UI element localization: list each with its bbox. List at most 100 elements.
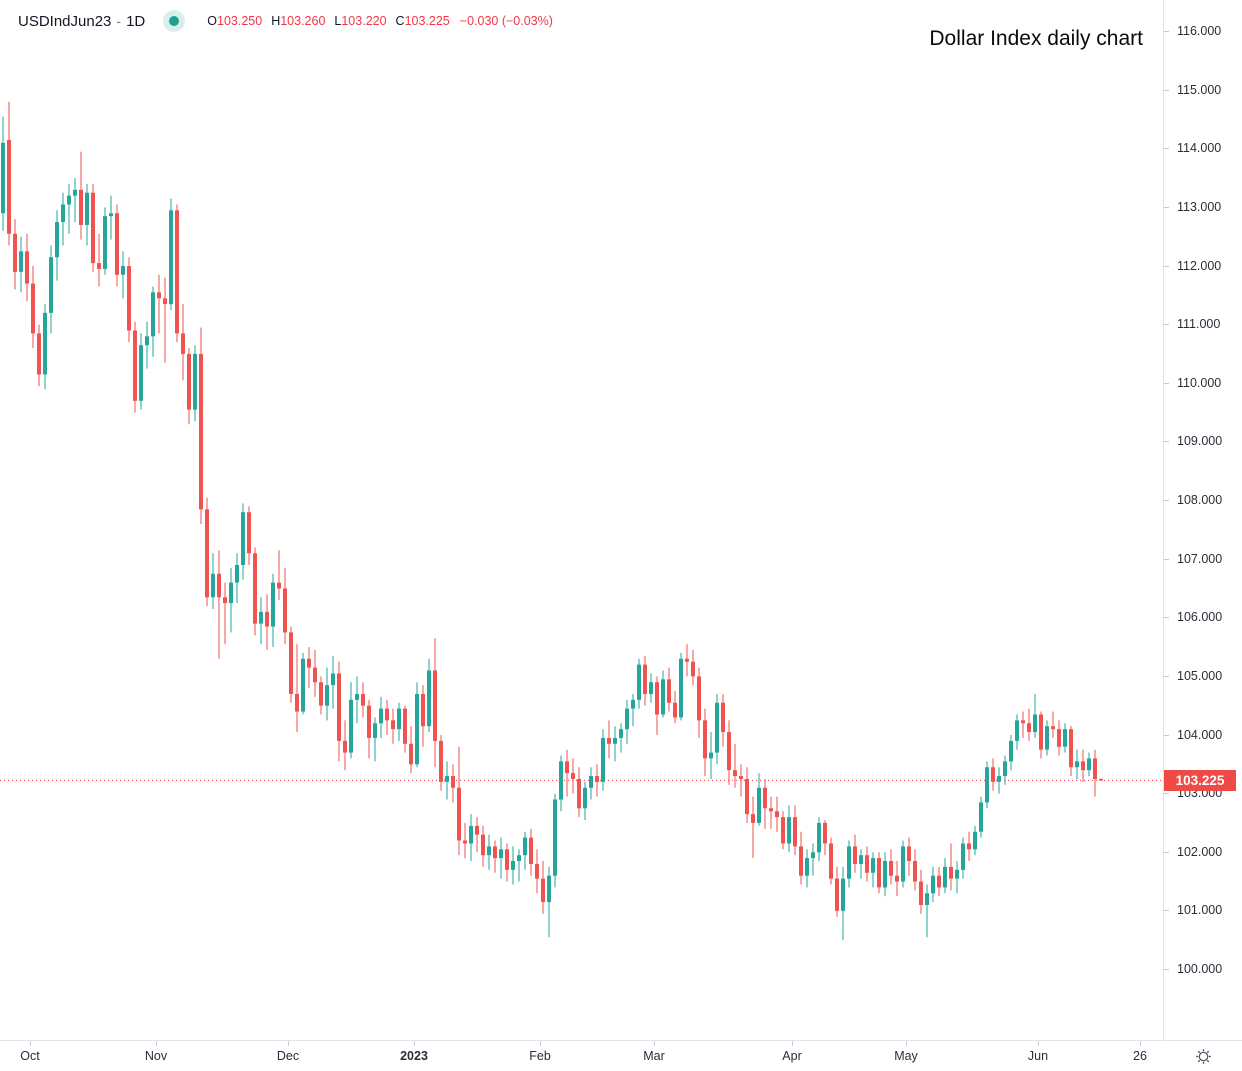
candle [151, 286, 155, 357]
candle [631, 693, 635, 727]
time-axis-label: May [894, 1049, 918, 1063]
candle [211, 553, 215, 609]
time-axis-label: Jun [1027, 1049, 1049, 1063]
candle [625, 699, 629, 744]
candle [841, 866, 845, 941]
axis-corner [1163, 1040, 1242, 1071]
price-axis[interactable]: 116.000 115.000 114.000 113.000 112.000 111.0… [1163, 0, 1242, 1040]
candle [391, 708, 395, 744]
candles-svg [0, 101, 1163, 941]
candle [997, 767, 1001, 794]
high-label: H [271, 14, 281, 28]
candle [883, 852, 887, 897]
chart-plot-area[interactable] [0, 0, 1163, 1040]
price-axis-label: 105.000 [1177, 668, 1223, 683]
price-tick [1164, 382, 1169, 384]
open-value: 103.250 [217, 14, 263, 28]
candle [403, 705, 407, 753]
candle [379, 696, 383, 738]
candle [301, 652, 305, 715]
symbol-name[interactable]: USDIndJun23 [18, 12, 112, 30]
candle [355, 676, 359, 724]
time-axis-label: 26 [1133, 1049, 1147, 1063]
candle [967, 831, 971, 862]
candle [691, 649, 695, 686]
candle [1087, 752, 1091, 777]
candle [949, 843, 953, 891]
candle [373, 717, 377, 762]
price-tick [1164, 617, 1169, 619]
legend-separator: - [116, 13, 122, 29]
price-axis-label: 104.000 [1177, 727, 1223, 742]
candle [1093, 749, 1097, 797]
price-tick [1164, 793, 1169, 795]
candle [343, 720, 347, 771]
candle [925, 884, 929, 938]
time-tick [156, 1041, 157, 1046]
candle [709, 732, 713, 779]
price-tick [1164, 734, 1169, 736]
candle [595, 764, 599, 797]
candle [583, 781, 587, 821]
price-axis-label: 111.000 [1177, 317, 1221, 332]
candle [847, 840, 851, 888]
time-axis-label: Oct [20, 1049, 40, 1063]
candle [199, 327, 203, 524]
candle [415, 682, 419, 768]
candle [865, 846, 869, 882]
price-axis-label: 116.000 [1177, 24, 1222, 38]
candle [169, 198, 173, 310]
candle [919, 869, 923, 914]
candle [1021, 711, 1025, 738]
gear-icon[interactable] [1195, 1048, 1212, 1065]
candle [397, 702, 401, 741]
time-tick [1140, 1041, 1141, 1046]
price-tick [1164, 148, 1169, 150]
price-tick [1164, 558, 1169, 560]
source-dot-icon[interactable] [163, 10, 186, 32]
candle [763, 778, 767, 829]
candle [901, 840, 905, 888]
candle [931, 866, 935, 903]
candle [13, 219, 17, 290]
candle [823, 820, 827, 856]
low-value: 103.220 [341, 14, 387, 28]
candle [295, 644, 299, 733]
interval-label[interactable]: 1D [126, 12, 146, 30]
price-tick [1164, 89, 1169, 91]
candle [619, 723, 623, 753]
legend: USDIndJun23 - 1D O103.250 H103.260 L103.… [18, 9, 553, 33]
candle [769, 796, 773, 829]
candle [217, 550, 221, 659]
candle [49, 245, 53, 334]
candle [247, 506, 251, 565]
price-tick [1164, 969, 1169, 970]
candle [259, 597, 263, 645]
time-tick [792, 1041, 793, 1046]
candle [895, 861, 899, 897]
time-axis[interactable]: Oct Nov Dec 2023 Feb Mar Apr May Jun 26 [0, 1040, 1163, 1071]
candle [1075, 749, 1079, 779]
candle [727, 720, 731, 785]
candle [613, 726, 617, 762]
candle [1099, 778, 1103, 781]
price-axis-label: 106.000 [1177, 610, 1223, 625]
candle [61, 192, 65, 246]
candle [1003, 755, 1007, 785]
candle [31, 266, 35, 349]
time-tick [30, 1041, 31, 1046]
chart-annotation-title[interactable]: Dollar Index daily chart [929, 27, 1143, 50]
candle [715, 693, 719, 765]
candle [745, 767, 749, 823]
price-axis-label: 101.000 [1177, 903, 1223, 918]
candle [523, 831, 527, 870]
candle [697, 667, 701, 738]
candle [937, 866, 941, 897]
candle [427, 658, 431, 733]
candle [853, 834, 857, 873]
candle [481, 825, 485, 867]
candle [331, 655, 335, 709]
candle [25, 233, 29, 302]
candle [685, 644, 689, 677]
candle [307, 647, 311, 689]
